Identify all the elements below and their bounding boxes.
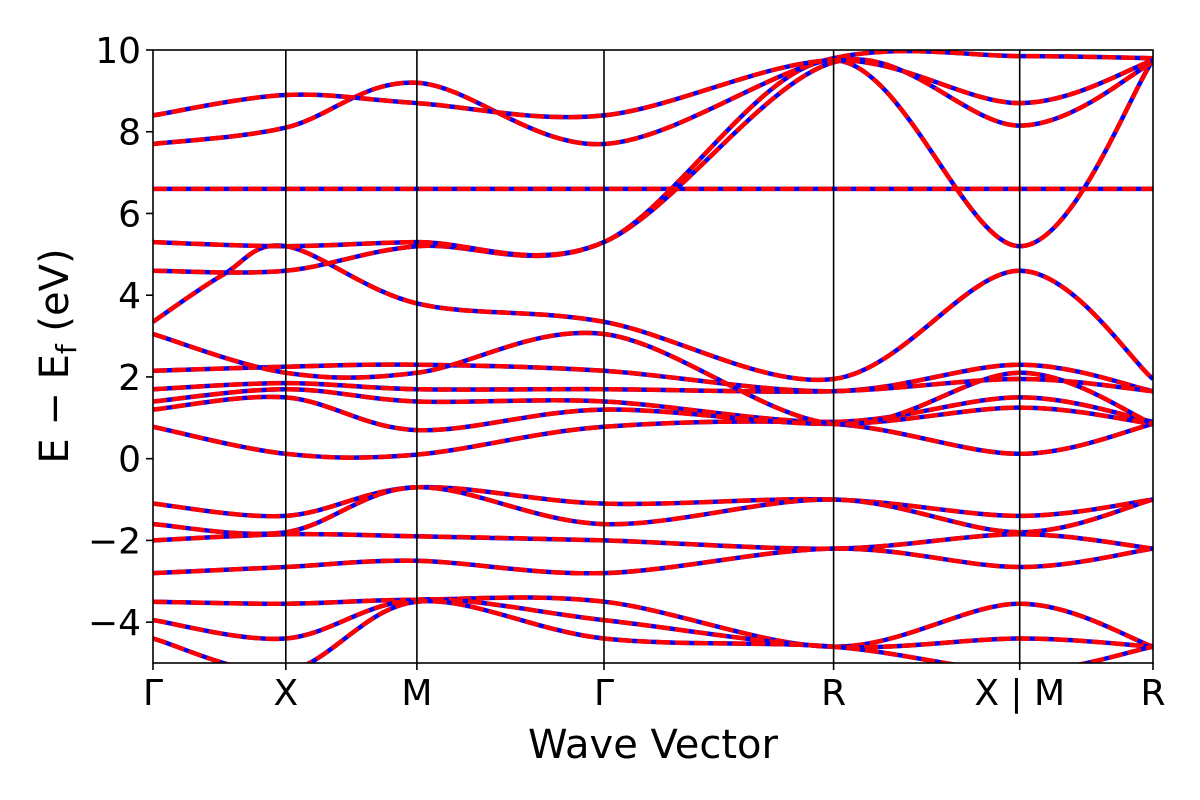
y-axis-label-main: E − E bbox=[32, 354, 78, 464]
y-axis-label: E − Ef (eV) bbox=[32, 248, 83, 463]
x-tick-label-1: X bbox=[273, 673, 298, 714]
band-line-red-12 bbox=[153, 484, 1153, 519]
band-line-red-7 bbox=[153, 362, 1153, 394]
band-line-red-1 bbox=[153, 419, 1153, 460]
y-tick-label-5: 6 bbox=[118, 194, 141, 235]
x-tick-label-6: R bbox=[1140, 673, 1165, 714]
y-axis-label-unit: (eV) bbox=[32, 248, 78, 331]
band-line-red-17 bbox=[153, 597, 1153, 650]
band-line-red-2 bbox=[153, 243, 1153, 383]
y-tick-label-3: 2 bbox=[118, 358, 141, 399]
band-line-blue-4 bbox=[153, 57, 1153, 258]
band-line-blue-6 bbox=[153, 57, 1153, 120]
band-line-red-5 bbox=[153, 50, 1153, 147]
band-lines bbox=[153, 50, 1153, 663]
band-line-red-9 bbox=[153, 386, 1153, 425]
band-line-red-8 bbox=[153, 376, 1153, 394]
y-tick-label-6: 8 bbox=[118, 113, 141, 154]
x-axis-label: Wave Vector bbox=[528, 722, 779, 768]
band-line-red-10 bbox=[153, 394, 1153, 433]
x-tick-label-5: X | M bbox=[974, 673, 1065, 714]
band-line-blue-2 bbox=[153, 243, 1153, 383]
band-line-blue-13 bbox=[153, 485, 1153, 537]
band-line-red-15 bbox=[153, 546, 1153, 576]
y-tick-label-0: −4 bbox=[88, 603, 141, 644]
y-tick-label-7: 10 bbox=[95, 31, 141, 72]
y-axis-label-subscript: f bbox=[50, 343, 83, 354]
band-line-blue-3 bbox=[153, 57, 1153, 275]
plot-frame bbox=[152, 49, 1154, 664]
band-line-red-14 bbox=[153, 531, 1153, 551]
band-line-red-4 bbox=[153, 57, 1153, 258]
y-tick-label-4: 4 bbox=[118, 276, 141, 317]
high-symmetry-lines bbox=[284, 50, 1021, 663]
x-tick-label-0: Γ bbox=[143, 673, 163, 714]
axis-ticks: −4 −2 0 2 4 6 8 10 Γ X M Γ R X | M R bbox=[88, 31, 1166, 714]
y-axis-label-spacer bbox=[32, 332, 78, 345]
x-tick-label-2: M bbox=[401, 673, 432, 714]
x-tick-label-3: Γ bbox=[594, 673, 614, 714]
band-line-red-6 bbox=[153, 57, 1153, 120]
y-tick-label-2: 0 bbox=[118, 440, 141, 481]
x-tick-label-4: R bbox=[821, 673, 846, 714]
y-tick-label-1: −2 bbox=[88, 521, 141, 562]
band-line-blue-5 bbox=[153, 50, 1153, 147]
band-line-red-3 bbox=[153, 57, 1153, 275]
